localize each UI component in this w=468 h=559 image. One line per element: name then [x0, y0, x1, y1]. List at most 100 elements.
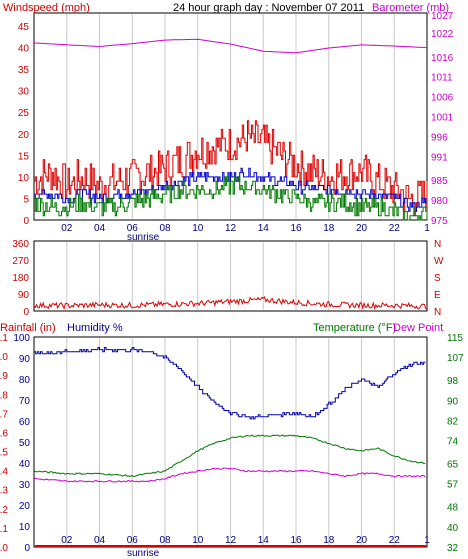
humidity-y-tick: 30: [19, 480, 31, 491]
temp-y-tick: 107: [447, 353, 464, 364]
x-tick-bottom: 20: [356, 535, 368, 546]
temp-y-tick: 98: [447, 376, 459, 387]
temp-y-tick: 115: [447, 333, 463, 344]
grid: [66, 14, 395, 546]
sunrise-label-bottom: sunrise: [127, 548, 160, 559]
rain-y-tick: 0.1: [0, 524, 8, 535]
rain-y-tick: 1.0: [0, 352, 8, 363]
x-tick: 02: [61, 223, 73, 234]
x-tick-bottom: 12: [225, 535, 237, 546]
wind-y-tick: 0: [23, 216, 29, 227]
humidity-y-tick: 70: [19, 396, 31, 407]
rain-y-tick: 0.4: [0, 467, 8, 478]
compass-label: N: [434, 307, 441, 318]
x-tick: 06: [127, 223, 139, 234]
compass-label: S: [434, 273, 441, 284]
wind-y-tick: 35: [18, 65, 30, 76]
dewpoint-line: [33, 467, 426, 483]
chart-title: 24 hour graph day : November 07 2011: [173, 2, 364, 14]
wind-y-tick: 20: [18, 130, 30, 141]
rain-y-tick: 0.7: [0, 409, 8, 420]
tick-labels: 0510152025303540459759809859919961001100…: [0, 11, 464, 554]
wind-panel-frame: [33, 12, 428, 221]
x-tick: 10: [192, 223, 204, 234]
baro-y-tick: 1022: [431, 29, 454, 40]
wind-y-tick: 30: [18, 87, 30, 98]
baro-y-tick: 1006: [431, 93, 454, 104]
temp-y-tick: 57: [447, 480, 459, 491]
x-tick-bottom: 14: [258, 535, 270, 546]
rain-y-tick: 0.5: [0, 448, 8, 459]
direction-y-tick: 0: [23, 307, 29, 318]
direction-y-tick: 360: [12, 239, 29, 250]
wind-y-tick: 5: [23, 194, 29, 205]
baro-y-tick: 985: [431, 176, 448, 187]
wind-speed-line: [34, 176, 428, 221]
x-tick-bottom: 1: [424, 535, 430, 546]
baro-y-tick: 996: [431, 132, 448, 143]
temp-y-tick: 32: [447, 543, 459, 554]
humidity-y-tick: 40: [19, 459, 31, 470]
humidity-y-tick: 60: [19, 417, 31, 428]
avg-speed-line: [34, 167, 427, 212]
direction-y-tick: 180: [12, 273, 29, 284]
x-tick-bottom: 22: [389, 535, 401, 546]
temp-y-tick: 48: [447, 503, 459, 514]
x-tick-bottom: 18: [323, 535, 335, 546]
x-tick-bottom: 06: [127, 535, 139, 546]
humidity-axis-title: Humidity %: [67, 322, 123, 334]
humidity-y-tick: 100: [13, 333, 30, 344]
x-tick-bottom: 08: [159, 535, 171, 546]
baro-y-tick: 1016: [431, 53, 454, 64]
compass-label: N: [434, 239, 441, 250]
baro-y-tick: 1011: [431, 73, 453, 84]
rain-y-tick: 1.1: [0, 333, 8, 344]
x-tick: 16: [290, 223, 302, 234]
dewpoint-axis-title: Dew Point: [393, 322, 443, 334]
x-tick: 14: [258, 223, 270, 234]
humidity-y-tick: 20: [19, 501, 31, 512]
rain-y-tick: 0.9: [0, 371, 8, 382]
temp-y-tick: 74: [447, 437, 459, 448]
humidity-y-tick: 80: [19, 375, 31, 386]
x-tick: 04: [94, 223, 106, 234]
temperature-axis-title: Temperature (°F): [313, 322, 396, 334]
baro-y-tick: 991: [431, 152, 448, 163]
rain-y-tick: 0.8: [0, 390, 8, 401]
sunrise-label-top: sunrise: [127, 232, 160, 243]
x-tick: 22: [389, 223, 401, 234]
barometer-line: [33, 38, 428, 54]
wind-y-tick: 10: [18, 173, 30, 184]
barometer-axis-title: Barometer (mb): [372, 2, 449, 14]
x-tick: 20: [356, 223, 368, 234]
rain-y-tick: 0.6: [0, 428, 8, 439]
humidity-y-tick: 10: [19, 522, 31, 533]
x-tick-bottom: 04: [94, 535, 106, 546]
rain-y-tick: 0.3: [0, 486, 8, 497]
wind-y-tick: 25: [18, 108, 30, 119]
x-tick: 18: [323, 223, 335, 234]
rain-y-tick: 0.2: [0, 505, 8, 516]
wind-y-tick: 15: [18, 151, 30, 162]
x-tick: 08: [159, 223, 171, 234]
x-tick-bottom: 16: [290, 535, 302, 546]
temp-y-tick: 40: [447, 523, 459, 534]
x-tick-bottom: 10: [192, 535, 204, 546]
humidity-line: [34, 347, 426, 420]
x-tick: 1: [424, 223, 430, 234]
gust-line: [34, 120, 428, 217]
temp-y-tick: 90: [447, 396, 459, 407]
direction-panel-frame: [33, 240, 428, 312]
rain-y-tick: 0.0: [0, 543, 8, 554]
compass-label: E: [434, 290, 441, 301]
wind-y-tick: 45: [18, 22, 30, 33]
baro-y-tick: 1001: [431, 113, 454, 124]
wind-y-tick: 40: [18, 44, 30, 55]
humidity-y-tick: 0: [24, 543, 30, 554]
x-tick: 12: [225, 223, 237, 234]
temperature-line: [33, 434, 426, 478]
baro-y-tick: 980: [431, 196, 448, 207]
rainfall-axis-title: Rainfall (in): [0, 322, 56, 334]
direction-y-tick: 90: [18, 290, 30, 301]
